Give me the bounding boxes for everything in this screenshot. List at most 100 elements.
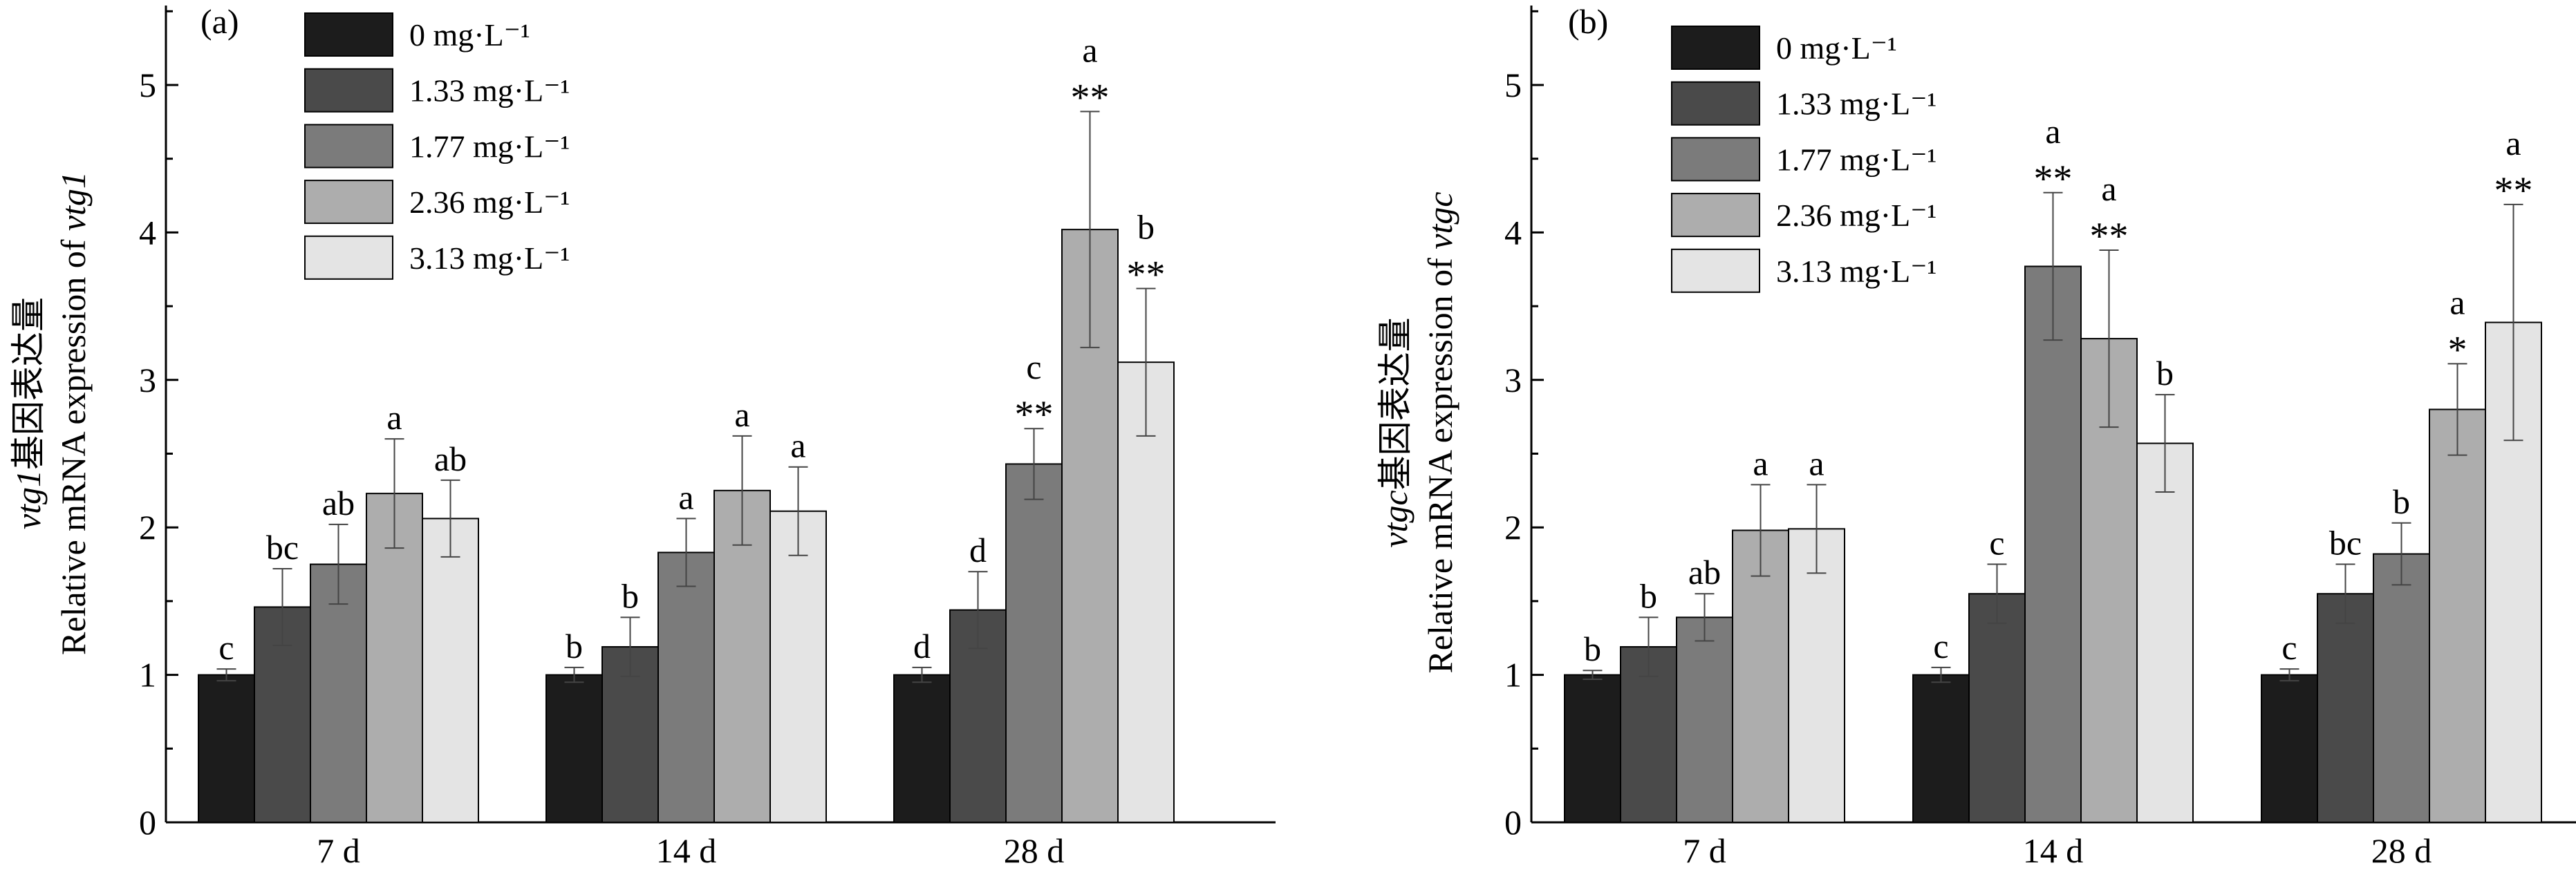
panel-b-bar	[2317, 593, 2374, 823]
panel-b-bar	[2261, 674, 2318, 823]
panel-a-bar	[198, 674, 255, 823]
panel-b-legend-label: 1.33 mg·L⁻¹	[1776, 86, 1936, 122]
panel-b-significance-letter: a	[1809, 444, 1824, 482]
panel-b-y-tick-label: 2	[1504, 508, 1522, 547]
panel-a-y-axis-label-gene: vtg1	[9, 470, 48, 529]
panel-b-significance-letter: bc	[2329, 524, 2362, 562]
panel-a-bar	[713, 489, 771, 823]
panel-a-legend-swatch	[304, 68, 393, 113]
panel-b-significance-letter: b	[1640, 576, 1657, 615]
panel-b-y-tick-label: 4	[1504, 213, 1522, 252]
panel-a-y-tick-label: 1	[139, 656, 156, 694]
panel-a-legend-swatch	[304, 235, 393, 280]
panel-a-bar	[657, 551, 715, 824]
panel-b-y-axis-label-cn-text: 基因表达量	[1376, 317, 1415, 490]
panel-b-significance-letter: c	[1989, 524, 2004, 562]
panel-b-y-axis-label-en: Relative mRNA expression of vtgc	[1421, 191, 1459, 673]
panel-a-x-tick-label: 28 d	[1004, 831, 1065, 870]
panel-a-significance-letter: c	[218, 628, 234, 667]
panel-a-significance-letter: a	[790, 426, 805, 465]
panel-b-significance-letter: b	[2393, 482, 2410, 521]
panel-a-significance-letter: d	[969, 531, 987, 569]
panel-b-bar	[1564, 674, 1621, 823]
panel-b-y-axis-label-en-text: Relative mRNA expression of	[1421, 249, 1459, 674]
panel-b-bar	[2429, 408, 2486, 823]
panel-a-chart: 0 1 2 3 4 5 (a) vtg1基因表达量 Relative mRNA expressi…	[9, 2, 1276, 870]
panel-a-legend-swatch	[304, 124, 393, 169]
panel-a-significance-letter: bc	[266, 528, 299, 567]
panel-a-bar	[422, 518, 479, 823]
panel-a-y-tick-label: 4	[139, 213, 156, 252]
panel-b-legend-swatch	[1671, 81, 1760, 126]
panel-b-legend-label: 0 mg·L⁻¹	[1776, 30, 1897, 66]
panel-b-bar	[1676, 616, 1733, 824]
panel-a-y-axis-label-cn-text: 基因表达量	[9, 297, 48, 470]
panel-a-bar	[310, 563, 367, 823]
panel-a-y-axis-label-en-text: Relative mRNA expression of	[54, 231, 93, 655]
panel-a-bar	[1005, 463, 1063, 823]
panel-b-x-tick-label: 7 d	[1683, 831, 1726, 870]
panel-b-legend-swatch	[1671, 26, 1760, 70]
panel-a-y-axis-label-en: Relative mRNA expression of vtg1	[54, 171, 93, 655]
panel-b-significance-letter: a	[1753, 444, 1768, 482]
panel-b-x-tick-label: 28 d	[2371, 831, 2432, 870]
panel-a-significance-letter: d	[913, 627, 931, 665]
panel-a-y-tick-label: 5	[139, 66, 156, 104]
panel-b-bar	[2136, 442, 2194, 823]
panel-a-y-tick-label: 0	[139, 803, 156, 842]
panel-b-bar	[1788, 528, 1845, 823]
panel-b-bar	[2373, 553, 2430, 823]
panel-a-significance-letter: c	[1026, 348, 1041, 386]
panel-b-significance-letter: a	[2101, 169, 2116, 208]
panel-a-significance-stars: **	[1127, 253, 1166, 296]
panel-a-significance-letter: b	[622, 576, 639, 615]
panel-b-significance-letter: a	[2045, 112, 2060, 151]
panel-b-bar	[1912, 674, 1970, 823]
panel-a-y-axis-label-cn: vtg1基因表达量	[9, 297, 48, 529]
panel-a-legend-swatch	[304, 12, 393, 57]
panel-b-legend: 0 mg·L⁻¹ 1.33 mg·L⁻¹ 1.77 mg·L⁻¹ 2.36 mg·L⁻…	[1671, 26, 1936, 293]
panel-a-significance-letter: a	[386, 398, 402, 437]
panel-a-legend-label: 3.13 mg·L⁻¹	[409, 240, 570, 276]
panel-b-bar	[1732, 529, 1789, 824]
panel-a-significance-stars: **	[1015, 393, 1054, 436]
panel-a-y-tick-label: 2	[139, 508, 156, 547]
panel-b-significance-stars: **	[2494, 169, 2533, 212]
panel-b-y-tick-label: 5	[1504, 66, 1522, 104]
panel-b-legend-label: 2.36 mg·L⁻¹	[1776, 198, 1936, 233]
panel-b-legend-label: 3.13 mg·L⁻¹	[1776, 254, 1936, 289]
panel-a-significance-letter: a	[734, 395, 749, 434]
panel-a-significance-letter: ab	[322, 484, 355, 522]
panel-a-bar	[893, 674, 951, 823]
panel-b-x-tick-label: 14 d	[2023, 831, 2084, 870]
panel-a-significance-letter: ab	[434, 439, 467, 478]
panel-a-legend-label: 1.33 mg·L⁻¹	[409, 73, 570, 108]
panel-a-significance-letter: a	[678, 477, 693, 516]
panel-a-significance-stars: **	[1071, 76, 1110, 119]
panel-a-y-tick-label: 3	[139, 361, 156, 399]
panel-b-y-tick-label: 3	[1504, 361, 1522, 399]
panel-b-y-tick-label: 1	[1504, 656, 1522, 694]
panel-b-panel-label: (b)	[1568, 2, 1608, 41]
panel-a-panel-label: (a)	[200, 2, 239, 41]
panel-a-significance-letter: b	[566, 627, 583, 665]
panel-b-legend-swatch	[1671, 137, 1760, 182]
panel-b-y-axis-label-cn: vtgc基因表达量	[1376, 317, 1415, 547]
panel-a-legend-label: 0 mg·L⁻¹	[409, 17, 530, 53]
panel-b-y-axis-label-gene: vtgc	[1376, 490, 1415, 547]
panel-a-legend-swatch	[304, 180, 393, 225]
panel-b-significance-letter: ab	[1688, 553, 1721, 592]
panel-b-bar	[1968, 593, 2026, 823]
panel-a-legend: 0 mg·L⁻¹ 1.33 mg·L⁻¹ 1.77 mg·L⁻¹ 2.36 mg·L⁻…	[304, 12, 570, 280]
panel-a-bar	[545, 674, 603, 823]
panel-b-significance-letter: a	[2505, 124, 2521, 162]
panel-a-bar	[1117, 361, 1175, 823]
panel-b-significance-stars: *	[2448, 328, 2467, 371]
panel-b-significance-letter: c	[2281, 628, 2297, 667]
panel-a-bar	[769, 510, 827, 823]
panel-b-bar	[2024, 265, 2082, 823]
panel-b-legend-swatch	[1671, 248, 1760, 293]
panel-b-significance-letter: b	[1584, 630, 1601, 668]
panel-a-legend-label: 2.36 mg·L⁻¹	[409, 185, 570, 220]
